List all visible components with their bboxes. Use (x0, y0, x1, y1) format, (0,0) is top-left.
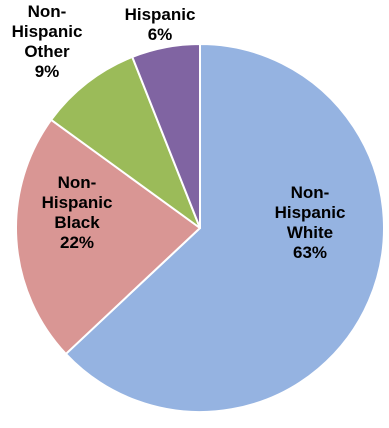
slice-label-line: Black (54, 213, 100, 232)
slice-label-line: Non- (291, 183, 330, 202)
slice-label-line: Other (24, 42, 70, 61)
slice-label-1: Non-Hispanic Black 22% (42, 173, 113, 252)
slice-label-line: Hispanic (125, 5, 196, 24)
pie-labels: Non-Hispanic White 63%Non-Hispanic Black 22%… (12, 2, 346, 262)
slice-label-line: Hispanic (12, 22, 83, 41)
pie-slice-3 (131, 43, 201, 229)
pie-slice-2 (50, 55, 201, 229)
slice-label-0: Non-Hispanic White 63% (275, 183, 346, 262)
slice-label-line: White (287, 223, 333, 242)
slice-label-line: 9% (35, 62, 60, 81)
slice-label-line: 6% (148, 25, 173, 44)
slice-label-line: 63% (293, 243, 327, 262)
slice-label-line: Non- (58, 173, 97, 192)
slice-label-line: Hispanic (42, 193, 113, 212)
slice-label-line: Hispanic (275, 203, 346, 222)
pie-slice-1 (15, 118, 201, 355)
slice-label-line: 22% (60, 233, 94, 252)
slice-label-line: Non- (28, 2, 67, 21)
pie-slices (15, 43, 385, 413)
slice-label-2: Non-Hispanic Other 9% (12, 2, 83, 81)
pie-slice-0 (64, 43, 385, 413)
slice-label-3: Hispanic 6% (125, 5, 196, 44)
